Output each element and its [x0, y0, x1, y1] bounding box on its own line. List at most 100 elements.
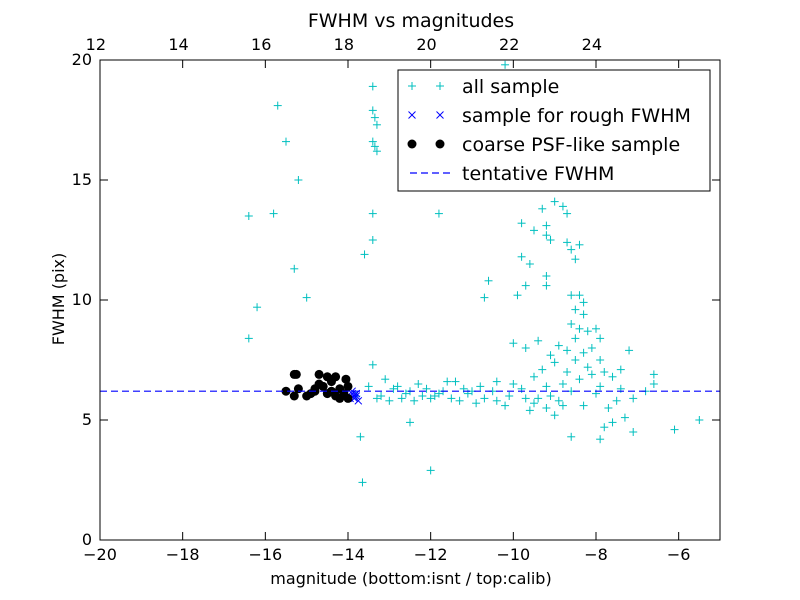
marker-stroke [352, 392, 361, 400]
data-point [530, 226, 538, 235]
data-point [567, 291, 576, 300]
data-point [608, 372, 617, 381]
marker-dot [343, 381, 353, 391]
data-point [546, 392, 555, 400]
marker-dot [293, 384, 303, 394]
y-tick-label: 20 [72, 50, 92, 69]
marker-dot [289, 391, 299, 401]
data-point [410, 396, 419, 405]
data-point [335, 393, 345, 403]
y-tick-label: 0 [82, 530, 92, 549]
data-point [372, 120, 381, 129]
data-point [434, 209, 443, 218]
data-point [406, 418, 414, 427]
legend-item: coarse PSF-like sample [407, 134, 680, 156]
data-point [293, 384, 303, 394]
data-point [273, 101, 282, 110]
data-point [583, 327, 592, 336]
data-point [368, 106, 377, 115]
data-point [290, 264, 299, 273]
legend-label: tentative FWHM [462, 163, 614, 185]
data-point [629, 394, 638, 403]
data-point [368, 236, 377, 244]
data-point [393, 382, 402, 391]
data-point [370, 113, 379, 122]
marker-dot [314, 369, 324, 379]
data-point [563, 238, 572, 247]
data-point [583, 363, 592, 372]
data-point [322, 389, 332, 399]
data-point [372, 147, 381, 156]
data-point [492, 377, 501, 386]
data-point [397, 394, 406, 403]
data-point [472, 399, 481, 408]
data-point [484, 276, 493, 285]
data-point [542, 281, 551, 290]
data-point [389, 384, 398, 393]
data-point [368, 82, 377, 91]
legend-box [397, 69, 711, 192]
data-point [343, 381, 353, 391]
legend-swatch [407, 139, 417, 149]
data-point [600, 423, 609, 432]
data-point [244, 212, 253, 220]
data-point [505, 392, 514, 400]
data-point [571, 305, 580, 314]
data-point [368, 137, 377, 146]
data-point [291, 369, 301, 379]
data-point [294, 176, 303, 184]
data-point [542, 221, 551, 230]
data-point [542, 272, 551, 280]
data-point [451, 377, 460, 386]
data-point [318, 381, 328, 391]
data-point [492, 396, 501, 405]
data-point [269, 209, 278, 218]
data-point [546, 236, 555, 244]
data-point [542, 382, 551, 391]
data-point [596, 334, 605, 343]
data-point [356, 432, 365, 441]
data-point [546, 351, 555, 360]
legend-swatch [408, 82, 416, 90]
data-point [571, 334, 580, 343]
top-x-tick-label: 20 [416, 35, 436, 54]
y-tick-label: 5 [82, 410, 92, 429]
data-point [368, 360, 377, 369]
legend-item: all sample [408, 76, 559, 98]
data-point [253, 303, 262, 312]
data-point [381, 375, 390, 384]
x-tick-label: −8 [584, 545, 608, 564]
data-point [649, 380, 658, 388]
data-point [314, 369, 324, 379]
data-point [401, 389, 410, 398]
x-tick-label: −18 [166, 545, 200, 564]
data-point [571, 356, 580, 364]
data-point [430, 392, 439, 400]
data-point [542, 404, 551, 412]
legend-item: sample for rough FWHM [408, 105, 691, 127]
data-point [558, 401, 567, 410]
series-all-sample [244, 60, 704, 487]
data-point [443, 377, 452, 386]
data-point [509, 380, 518, 388]
data-point [575, 240, 584, 249]
marker-stroke [354, 396, 363, 405]
marker-dot [318, 381, 328, 391]
marker-stroke [348, 387, 356, 396]
x-tick-label: −20 [83, 545, 117, 564]
data-point [426, 394, 435, 403]
plot-area: −20 −18 −16 −14 −12 −10 −8 −6 12 14 16 18 20 22 24 0 5 10… [72, 35, 721, 564]
data-point [360, 250, 369, 259]
x-tick-label: −14 [331, 545, 365, 564]
data-point [302, 293, 311, 302]
data-point [538, 204, 547, 213]
data-layer [100, 60, 720, 487]
top-x-tick-label: 22 [499, 35, 519, 54]
data-point [530, 399, 538, 408]
data-point [563, 209, 572, 218]
data-point [695, 416, 704, 424]
data-point [563, 368, 572, 376]
axes: −20 −18 −16 −14 −12 −10 −8 −6 12 14 16 18 20 22 24 0 5 10… [72, 35, 720, 564]
data-point [579, 348, 588, 357]
data-point [554, 396, 563, 405]
